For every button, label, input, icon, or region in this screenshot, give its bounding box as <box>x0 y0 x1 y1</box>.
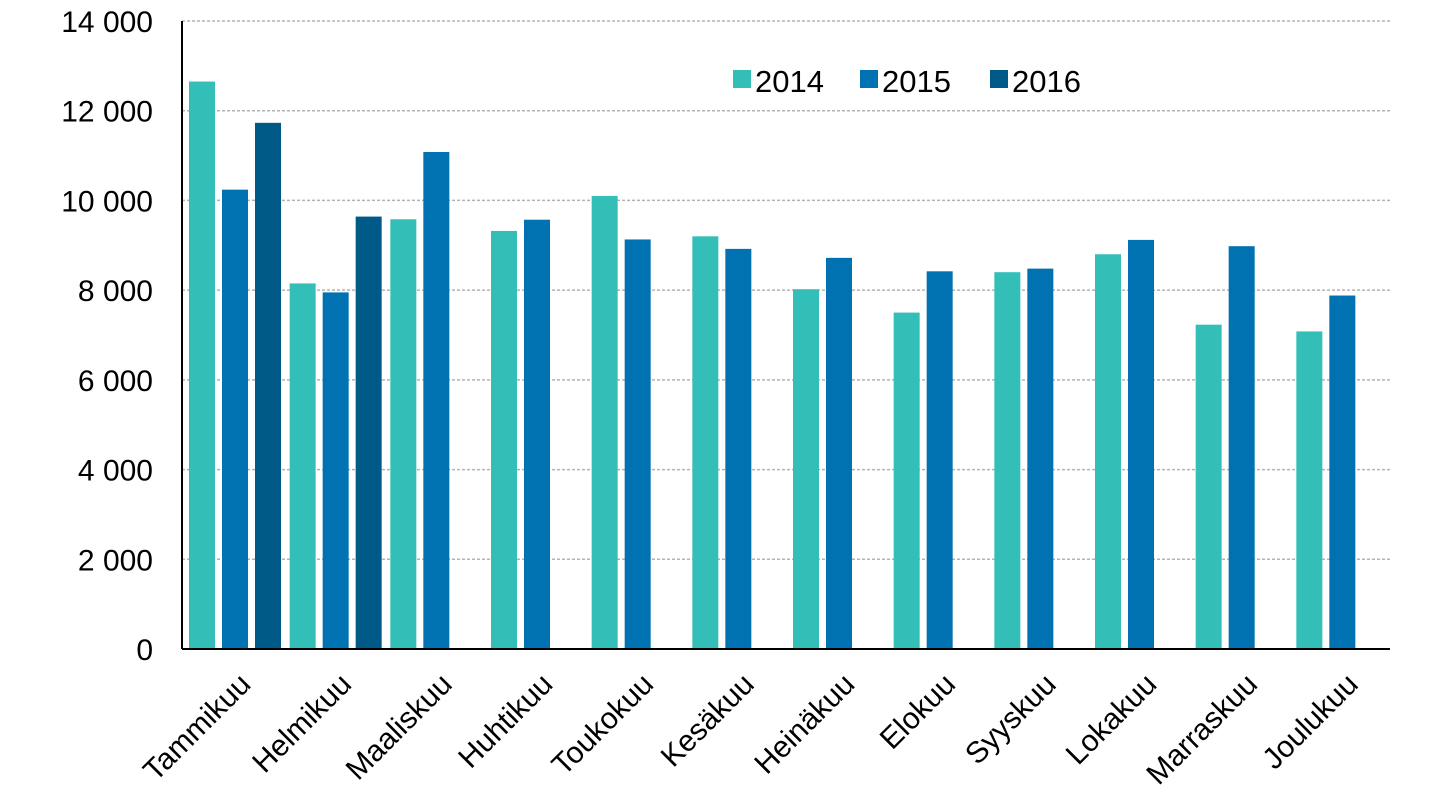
bar-2014-3 <box>491 230 517 649</box>
bar-2014-8 <box>994 272 1021 649</box>
x-tick-label: Lokakuu <box>1060 668 1164 772</box>
bar-2015-8 <box>1027 268 1054 649</box>
y-tick-label: 4 000 <box>78 455 153 488</box>
bar-2014-4 <box>591 195 618 649</box>
bar-2014-2 <box>390 219 417 650</box>
legend-swatch-2016 <box>990 70 1008 88</box>
bar-2016-0 <box>255 122 281 650</box>
bar-2016-1 <box>355 216 382 649</box>
x-tick-label: Huhtikuu <box>452 668 559 775</box>
y-tick-label: 10 000 <box>61 185 153 218</box>
bar-2015-10 <box>1228 246 1255 649</box>
x-tick-labels: TammikuuHelmikuuMaaliskuuHuhtikuuToukoku… <box>137 668 1364 792</box>
legend-swatch-2014 <box>733 70 751 88</box>
bars <box>189 81 1356 650</box>
x-tick-label: Toukokuu <box>546 668 660 782</box>
bar-2014-7 <box>893 312 920 649</box>
bar-2014-6 <box>793 289 819 649</box>
y-tick-label: 2 000 <box>78 544 153 577</box>
y-tick-label: 6 000 <box>78 365 153 398</box>
bar-2014-5 <box>692 236 719 650</box>
bar-2015-4 <box>624 239 651 649</box>
x-tick-label: Tammikuu <box>137 668 257 788</box>
legend: 2014 2015 2016 <box>733 64 1081 99</box>
bar-2014-9 <box>1095 254 1121 649</box>
axes <box>181 21 1390 650</box>
x-tick-label: Kesäkuu <box>655 668 761 774</box>
x-tick-label: Joulukuu <box>1256 668 1364 776</box>
x-tick-label: Maaliskuu <box>340 668 459 787</box>
y-tick-label: 12 000 <box>61 96 153 129</box>
bar-2015-5 <box>725 248 752 650</box>
bar-2014-10 <box>1195 324 1222 649</box>
bar-2015-2 <box>423 151 450 650</box>
bar-2014-11 <box>1296 331 1323 649</box>
legend-label: 2016 <box>1012 64 1081 99</box>
bar-2015-9 <box>1128 239 1154 649</box>
bar-2015-7 <box>926 271 953 649</box>
bar-2015-3 <box>524 219 550 649</box>
legend-label: 2014 <box>755 64 824 99</box>
legend-label: 2015 <box>882 64 951 99</box>
x-tick-label: Syyskuu <box>959 668 1063 772</box>
y-tick-label: 0 <box>136 634 153 667</box>
legend-swatch-2015 <box>860 70 878 88</box>
y-tick-label: 8 000 <box>78 275 153 308</box>
bar-2014-0 <box>189 81 215 650</box>
bar-2015-1 <box>322 292 349 649</box>
grid-lines <box>182 20 1390 561</box>
x-tick-label: Elokuu <box>874 668 962 756</box>
y-tick-labels: 0 2 000 4 000 6 000 8 000 10 000 12 000 14 000 <box>61 6 153 667</box>
x-tick-label: Marraskuu <box>1140 668 1264 792</box>
bar-2015-0 <box>222 189 248 650</box>
x-tick-label: Heinäkuu <box>748 668 861 781</box>
bar-2015-6 <box>826 257 852 649</box>
bar-2015-11 <box>1329 295 1356 649</box>
y-tick-label: 14 000 <box>61 6 153 39</box>
bar-2014-1 <box>289 283 316 649</box>
